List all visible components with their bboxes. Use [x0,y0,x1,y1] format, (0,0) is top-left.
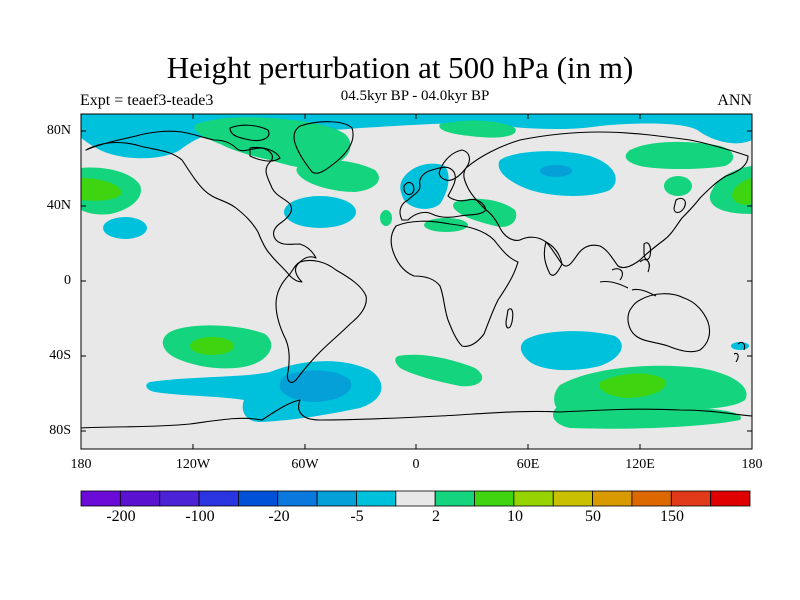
colorbar-swatch [592,490,633,507]
plot-title: Height perturbation at 500 hPa (in m) [166,50,634,85]
coast-japan [673,197,686,214]
colorbar-label: 10 [507,508,523,525]
anomaly-soindian-core [599,373,666,398]
colorbar-swatch [198,490,239,507]
coast-south-america [275,259,367,383]
colorbar [80,490,751,507]
colorbar-swatch [316,490,357,507]
colorbar-swatch [238,490,279,507]
anomaly-mediterranean-positive [453,198,517,227]
coast-india [543,241,563,276]
colorbar-swatch [710,490,751,507]
map-ticks [81,114,752,449]
anomaly-iberia-positive [380,210,392,226]
colorbar-label: -5 [350,508,364,525]
anomaly-safrica-positive [395,354,483,387]
colorbar-swatch [474,490,515,507]
colorbar-swatch [395,490,436,507]
colorbar-label: 50 [585,508,601,525]
season-label: ANN [717,92,752,109]
colorbar-swatch [513,490,554,507]
anomaly-natlantic-negative [284,196,356,228]
anomaly-europe-negative [400,163,449,209]
coast-arctic-islands [229,124,281,162]
lon-tick-label: 180 [70,457,92,472]
lon-tick-label: 120W [175,457,211,472]
anomaly-spacific-core [190,337,234,355]
colorbar-swatch [277,490,318,507]
lon-tick-label: 60E [516,457,540,472]
anomaly-greenland-positive [194,117,351,169]
plot-subtitle: 04.5kyr BP - 04.0kyr BP [340,88,490,104]
colorbar-swatch [552,490,593,507]
lon-tick-label: 180 [741,457,763,472]
anomaly-nepacific-negative [103,217,147,239]
anomaly-arctic-canada-positive [296,160,379,192]
colorbar-swatch [159,490,200,507]
anomaly-sindian-negative [520,331,622,371]
coast-africa [390,220,519,347]
colorbar-label: 2 [432,508,440,525]
experiment-label: Expt = teaef3-teade3 [80,92,214,109]
coast-north-america [85,130,317,283]
coast-madagascar [505,308,514,329]
anomaly-npacific-east-core [81,178,122,201]
anomaly-nz-negative [731,342,749,350]
colorbar-swatch [80,490,121,507]
lat-tick-label: 80N [46,123,71,138]
colorbar-label: -20 [268,508,290,525]
lat-tick-label: 80S [49,423,71,438]
colorbar-label: -200 [106,508,136,525]
coast-europe [399,166,487,221]
coastlines [81,121,752,429]
anomaly-eastasia-positive [664,176,692,196]
coast-newzealand [733,341,746,363]
lat-tick-label: 40N [46,198,71,213]
anomaly-siberia-core [540,165,572,177]
lon-tick-label: 0 [412,457,420,472]
lon-tick-label: 60W [291,457,319,472]
lat-tick-label: 40S [49,348,71,363]
coast-philippines [643,242,652,261]
coast-indonesia [599,259,657,297]
colorbar-swatch [119,490,161,507]
anomaly-arctic-east-positive [625,141,734,169]
coast-asia [463,131,749,269]
colorbar-label: -100 [185,508,215,525]
coast-antarctica [81,399,752,429]
colorbar-label: 150 [660,508,684,525]
coast-australia [627,293,711,353]
anomaly-nafrica-positive [424,218,468,232]
anomaly-antarctic-positive [552,405,741,429]
lon-tick-label: 120E [625,457,655,472]
coast-greenland [293,121,354,174]
colorbar-swatch [670,490,712,507]
anomaly-barents-positive [439,120,516,138]
lat-tick-label: 0 [64,273,71,288]
colorbar-swatch [356,490,397,507]
anomaly-npacific-west-core [732,178,752,205]
colorbar-swatch [631,490,672,507]
colorbar-swatch [434,490,475,507]
coast-britain [403,181,415,196]
